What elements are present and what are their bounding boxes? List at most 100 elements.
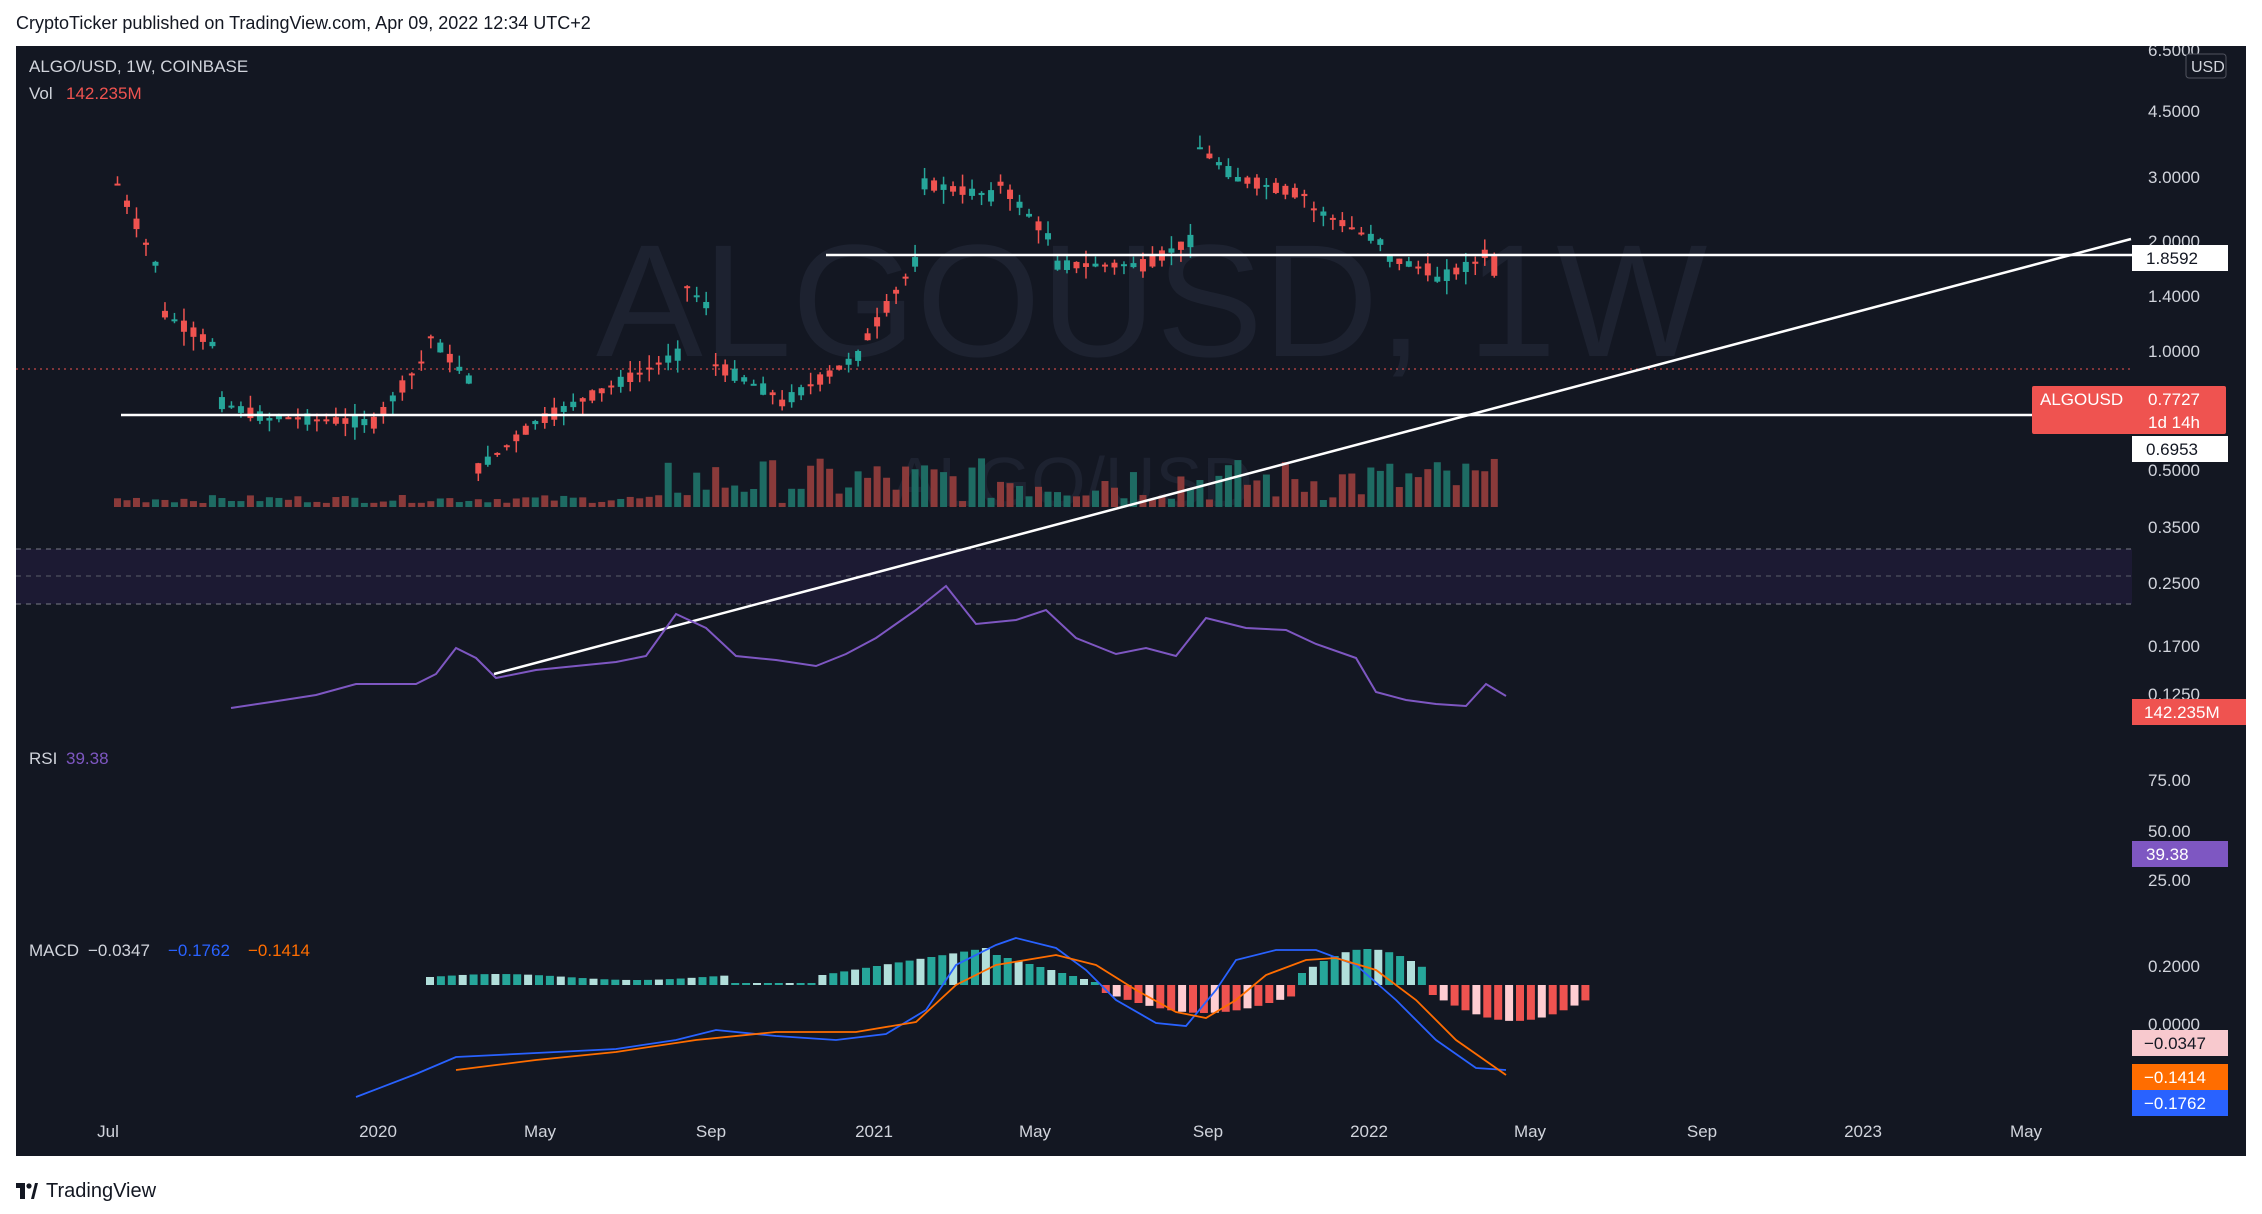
macd-histogram-bar: [840, 971, 849, 985]
macd-histogram-bar: [1265, 985, 1274, 1003]
volume-bar: [474, 499, 482, 507]
volume-bar: [180, 498, 188, 507]
candle-body: [665, 355, 672, 363]
macd-histogram-bar: [927, 957, 936, 985]
volume-bar: [664, 462, 672, 507]
candle-body: [1329, 217, 1336, 220]
time-label: 2020: [359, 1122, 397, 1141]
candle-body: [1453, 267, 1460, 275]
volume-bar: [911, 469, 919, 507]
candle-body: [285, 417, 292, 420]
volume-bar: [1101, 481, 1109, 507]
candle-body: [1234, 176, 1241, 182]
candle-body: [1026, 213, 1033, 217]
candle-body: [1073, 261, 1080, 269]
macd-line-value: −0.1762: [168, 941, 230, 960]
time-label: May: [524, 1122, 557, 1141]
candle-body: [1253, 177, 1260, 189]
candle-body: [636, 372, 643, 375]
candle-body: [1386, 255, 1393, 262]
time-label: Jul: [97, 1122, 119, 1141]
currency-badge[interactable]: [2185, 53, 2227, 79]
candle-body: [133, 218, 140, 230]
candle-body: [1206, 153, 1213, 159]
volume-bar: [1414, 477, 1422, 507]
candle-body: [1007, 189, 1014, 199]
support-tag-bg: [2132, 436, 2228, 462]
price-tick: 0.5000: [2148, 461, 2200, 480]
macd-histogram-bar: [938, 955, 947, 985]
macd-histogram-bar: [1461, 985, 1470, 1011]
countdown-tag: 1d 14h: [2148, 413, 2200, 432]
macd-tick: 0.2000: [2148, 957, 2200, 976]
candle-body: [807, 384, 814, 387]
macd-histogram-bar: [698, 977, 707, 985]
volume-bar: [693, 472, 701, 507]
candle-body: [1272, 182, 1279, 193]
macd-histogram-bar: [774, 983, 783, 985]
macd-histogram-bar: [502, 974, 511, 985]
candle-body: [693, 295, 700, 298]
candle-body: [427, 336, 434, 339]
volume-bar: [370, 502, 378, 507]
volume-bar: [142, 502, 150, 507]
candle-body: [1320, 211, 1327, 216]
candle-body: [361, 419, 368, 426]
volume-bar: [1319, 500, 1327, 507]
candle-body: [1491, 256, 1498, 276]
macd-histogram-bar: [1537, 985, 1546, 1018]
candle-body: [1244, 177, 1251, 184]
price-axis[interactable]: 6.5000 4.5000 3.0000 2.0000 1.4000 1.000…: [2148, 41, 2200, 704]
macd-histogram-bar: [1112, 985, 1121, 997]
macd-histogram-bar: [851, 969, 860, 985]
volume-bar: [683, 495, 691, 507]
price-tick: 3.0000: [2148, 168, 2200, 187]
volume-bar: [427, 501, 435, 507]
macd-histogram-bar: [862, 967, 870, 985]
candle-body: [598, 388, 605, 394]
volume-bar: [1215, 475, 1223, 507]
volume-bar: [1016, 485, 1024, 507]
volume-bar: [645, 496, 653, 507]
candle-body: [988, 190, 995, 202]
candle-body: [1301, 193, 1308, 197]
rsi-tick: 50.00: [2148, 822, 2191, 841]
candle-body: [1443, 269, 1450, 281]
macd-histogram-bar: [1374, 949, 1383, 985]
time-axis[interactable]: Jul 2020 May Sep 2021 May Sep 2022 May S…: [97, 1122, 2042, 1141]
macd-histogram-bar: [1352, 949, 1361, 985]
volume-bar: [636, 498, 644, 507]
rsi-tick: 25.00: [2148, 871, 2191, 890]
candle-body: [570, 401, 577, 408]
candle-body: [247, 407, 254, 419]
candle-body: [921, 178, 928, 190]
candle-body: [931, 180, 938, 191]
candle-body: [608, 385, 615, 388]
candle-body: [940, 184, 947, 190]
candle-body: [370, 416, 377, 429]
macd-histogram-bar: [1287, 985, 1296, 997]
candle-body: [1225, 166, 1232, 178]
resistance-tag-bg: [2132, 245, 2228, 271]
volume-bar: [655, 495, 663, 507]
macd-histogram-bar: [1221, 985, 1230, 1012]
volume-bar: [816, 458, 824, 507]
macd-hist-tag: −0.0347: [2144, 1034, 2206, 1053]
volume-bar: [512, 498, 520, 507]
candle-body: [532, 421, 539, 425]
macd-histogram-bar: [971, 949, 979, 985]
volume-bar: [607, 500, 615, 507]
chart-svg[interactable]: ALGOUSD, 1W ALGO/USD ALGO/USD, 1W, COINB…: [16, 41, 2252, 1156]
rsi-tag-bg: [2132, 841, 2228, 867]
volume-bar: [807, 465, 815, 507]
macd-histogram-bar: [687, 977, 696, 985]
volume-bar: [560, 495, 568, 507]
volume-bar: [275, 497, 283, 507]
chart-frame[interactable]: ALGOUSD, 1W ALGO/USD ALGO/USD, 1W, COINB…: [16, 41, 2252, 1156]
candle-body: [1282, 185, 1289, 195]
time-label: May: [1019, 1122, 1052, 1141]
candle-body: [494, 452, 501, 455]
volume-bar: [626, 496, 634, 507]
volume-bar: [1386, 463, 1394, 507]
macd-histogram-bar: [1559, 985, 1568, 1011]
